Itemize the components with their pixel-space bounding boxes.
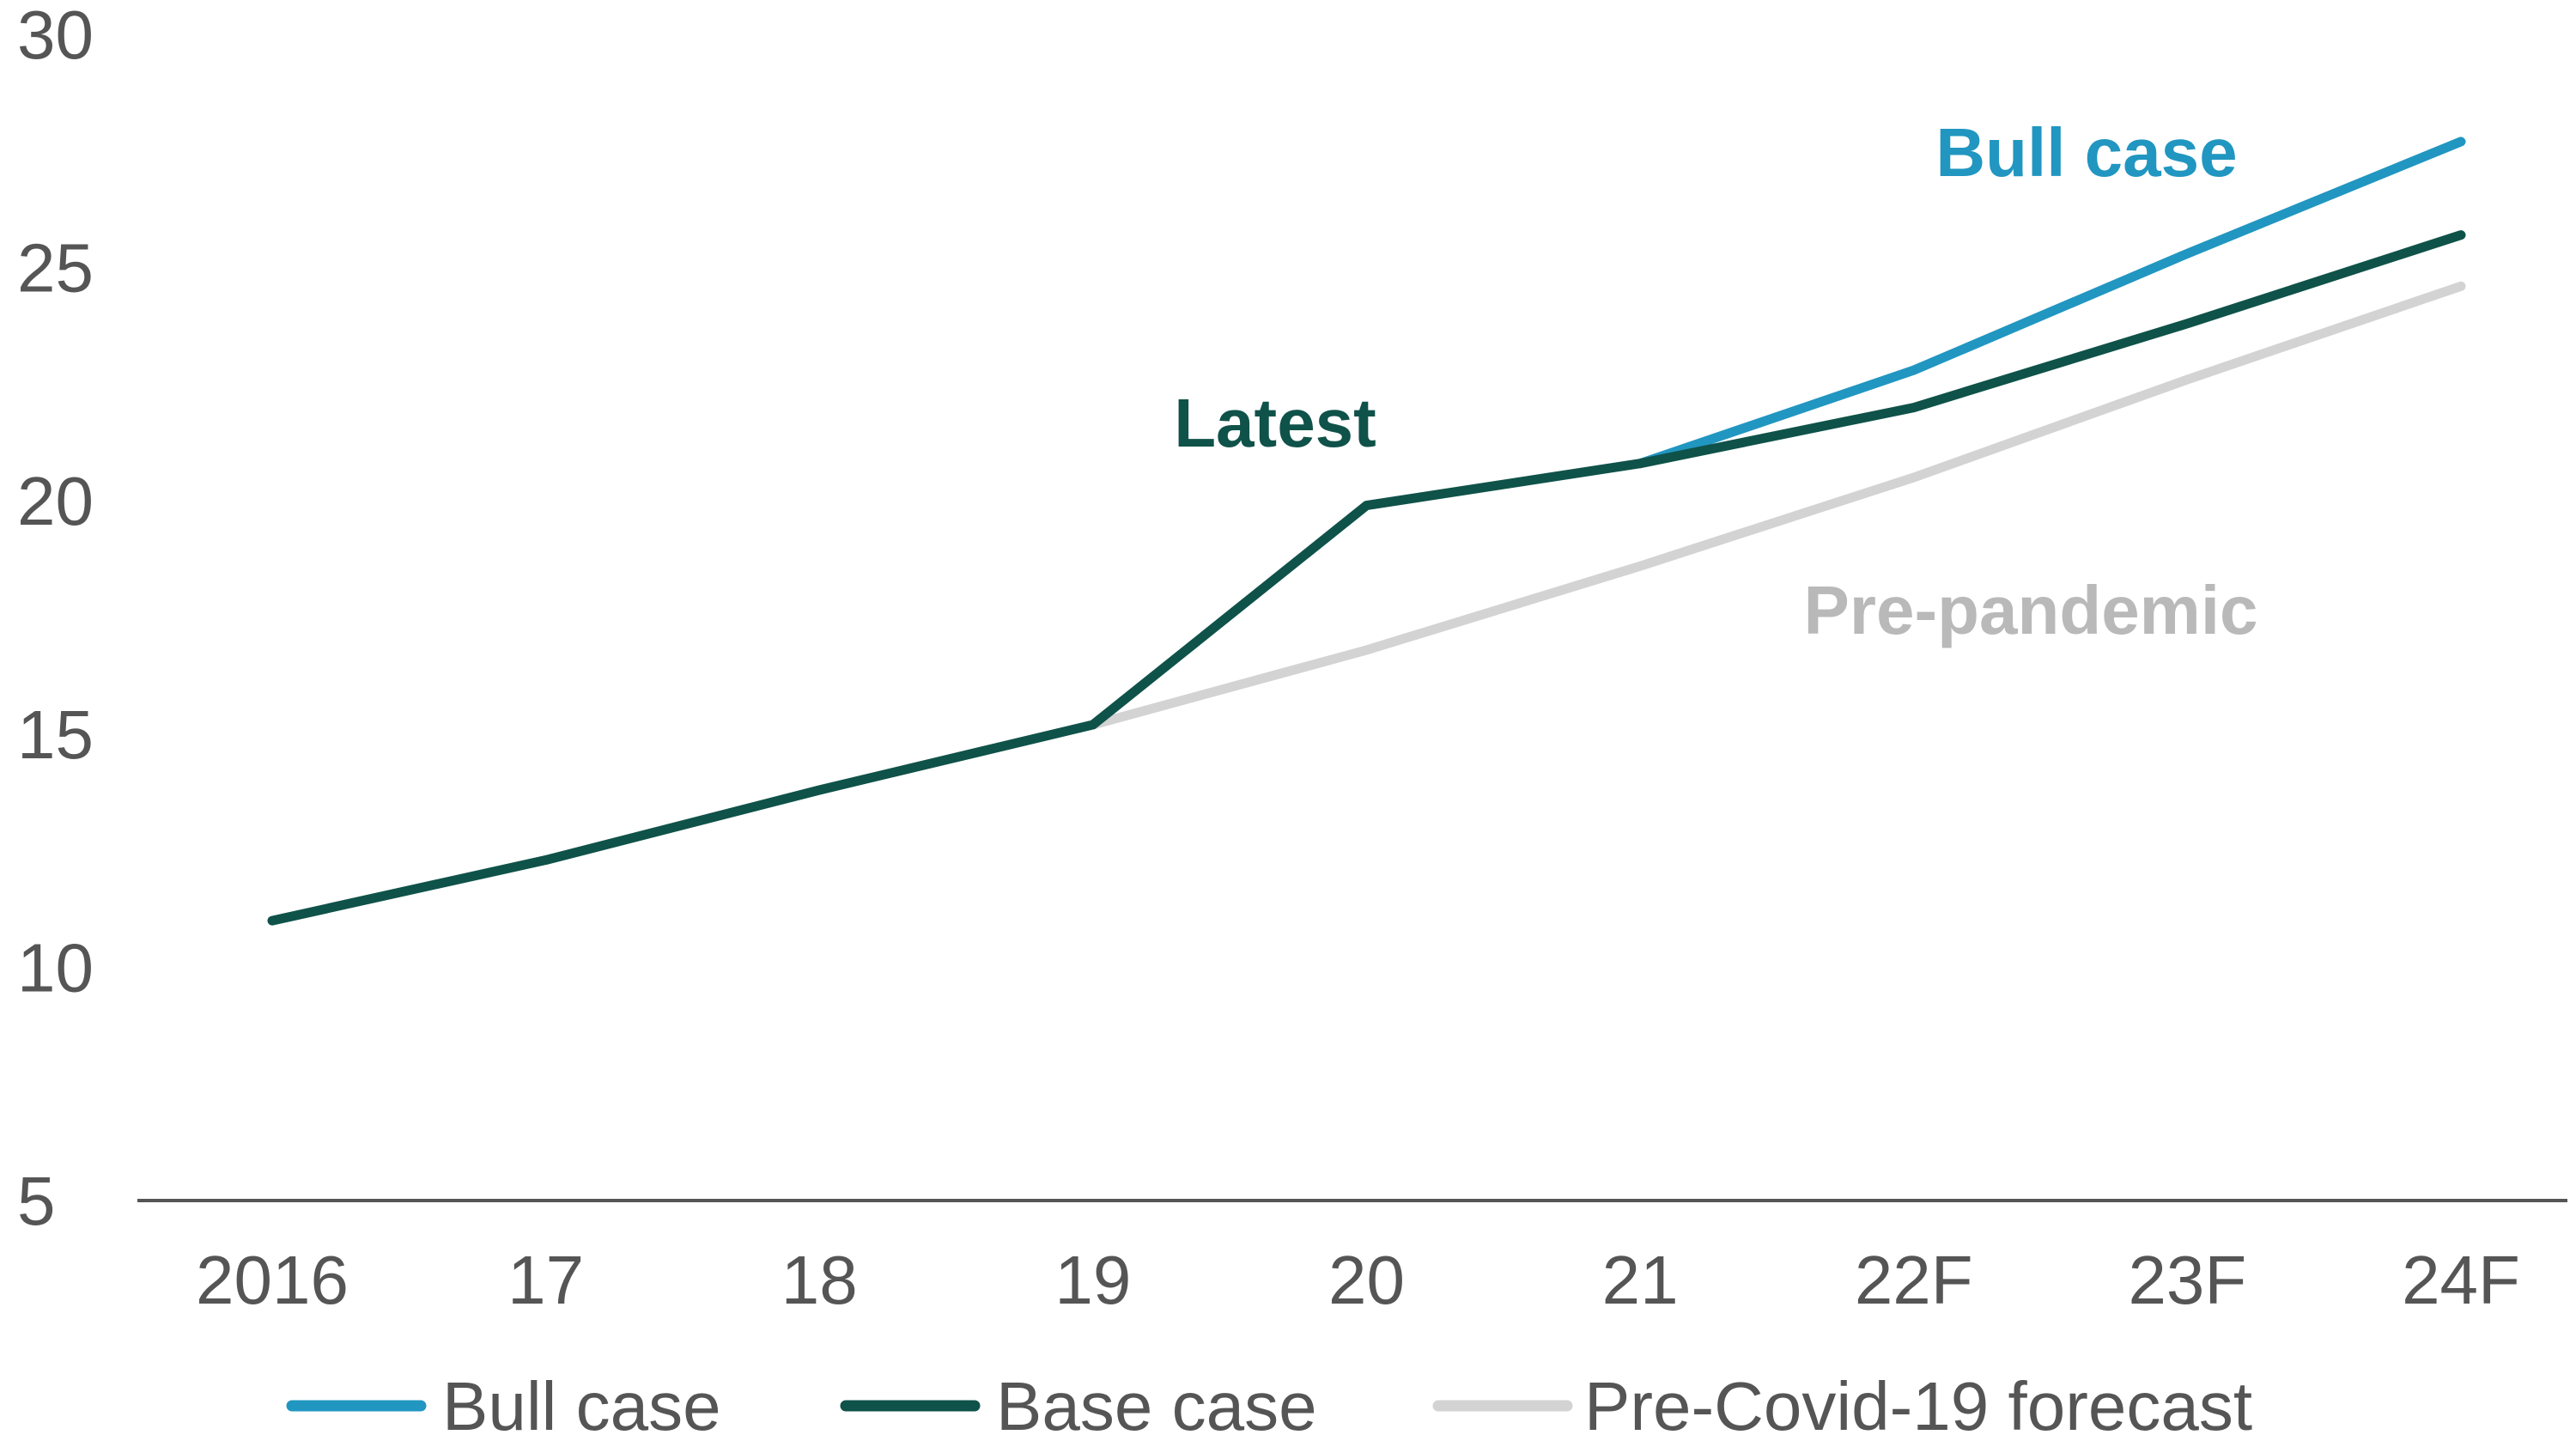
y-tick-label: 15 — [17, 696, 94, 773]
y-tick-label: 5 — [17, 1163, 56, 1239]
legend: Bull case Base case Pre-Covid-19 forecast — [286, 1368, 2252, 1444]
annotation-latest: Latest — [1174, 385, 1376, 461]
x-tick-label: 24F — [2402, 1242, 2520, 1318]
x-tick-label: 23F — [2128, 1242, 2246, 1318]
series-lines — [267, 137, 2466, 926]
x-tick-label: 2016 — [196, 1242, 349, 1318]
annotations: Bull case Latest Pre-pandemic — [1174, 114, 2257, 648]
series-line-base-case — [267, 230, 2466, 926]
x-tick-label: 18 — [781, 1242, 858, 1318]
y-tick-label: 30 — [17, 0, 94, 73]
annotation-bull-case: Bull case — [1935, 114, 2237, 191]
x-axis: 2016 17 18 19 20 21 22F 23F 24F — [137, 1199, 2567, 1318]
legend-label: Pre-Covid-19 forecast — [1584, 1368, 2252, 1444]
annotation-pre-pandemic: Pre-pandemic — [1803, 572, 2257, 648]
x-tick-label: 22F — [1855, 1242, 1973, 1318]
series-line-bull-case — [1635, 137, 2466, 469]
y-tick-label: 20 — [17, 463, 94, 539]
legend-label: Base case — [996, 1368, 1317, 1444]
x-tick-label: 19 — [1054, 1242, 1131, 1318]
legend-label: Bull case — [442, 1368, 721, 1444]
series-line-pre-covid-19-forecast — [1088, 281, 2466, 730]
y-tick-label: 25 — [17, 230, 94, 307]
y-axis: 5 10 15 20 25 30 — [17, 0, 94, 1239]
x-tick-label: 20 — [1328, 1242, 1405, 1318]
x-tick-label: 21 — [1602, 1242, 1679, 1318]
y-tick-label: 10 — [17, 929, 94, 1006]
x-tick-label: 17 — [507, 1242, 584, 1318]
